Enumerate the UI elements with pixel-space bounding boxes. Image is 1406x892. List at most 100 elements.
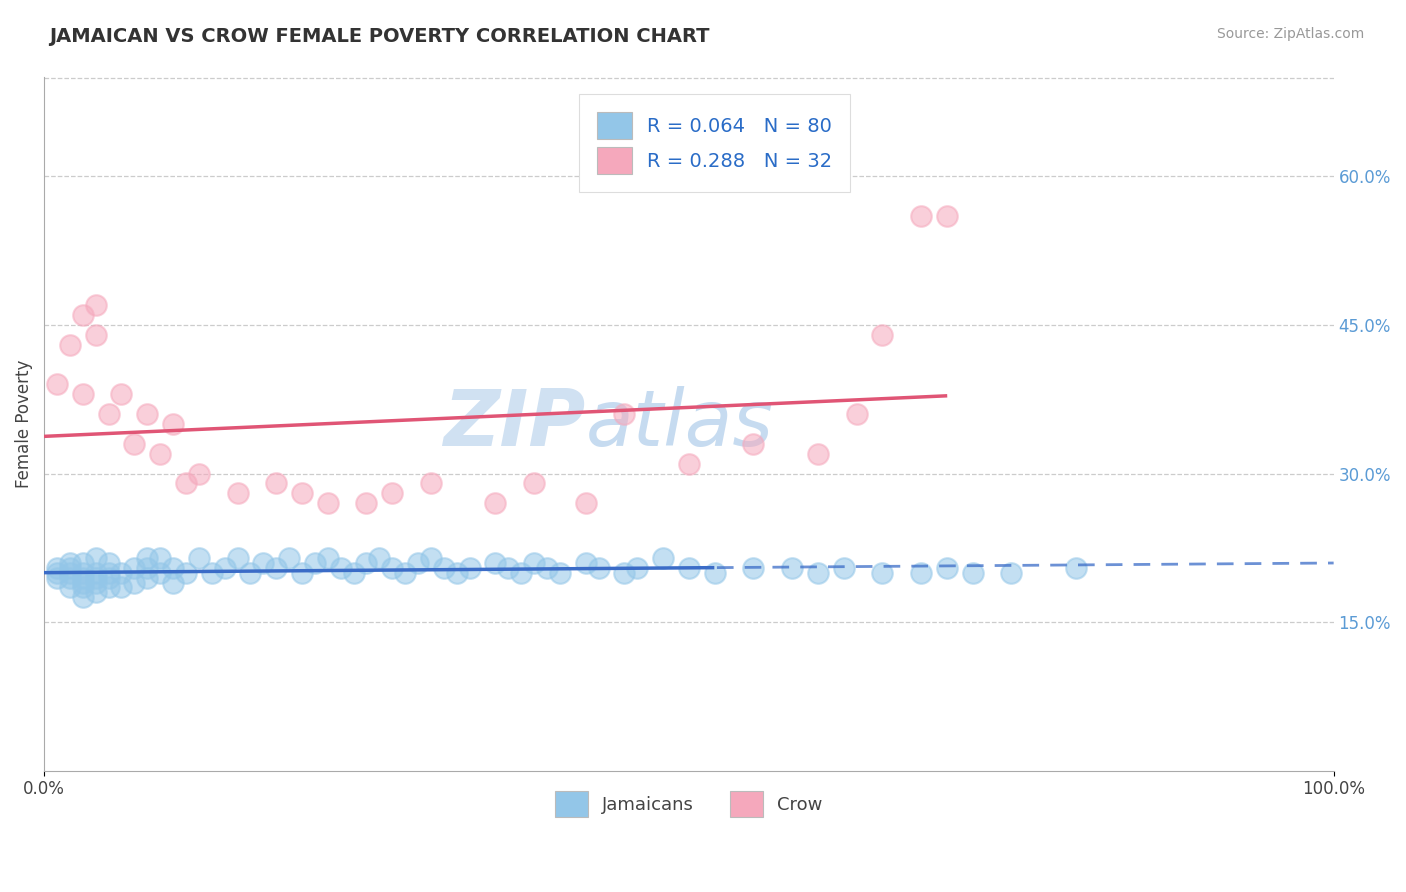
Point [201, 566, 224, 580]
Point [381, 560, 404, 574]
Point [264, 476, 287, 491]
Point [46, 560, 69, 574]
Point [291, 486, 314, 500]
Y-axis label: Female Poverty: Female Poverty [15, 359, 32, 488]
Point [59, 338, 82, 352]
Point [136, 571, 159, 585]
Point [381, 486, 404, 500]
Text: atlas: atlas [586, 386, 773, 462]
Point [252, 556, 274, 570]
Point [214, 560, 236, 574]
Point [59, 566, 82, 580]
Point [626, 560, 648, 574]
Point [110, 566, 132, 580]
Point [832, 560, 855, 574]
Point [406, 556, 429, 570]
Point [124, 560, 146, 574]
Point [1000, 566, 1022, 580]
Point [136, 560, 159, 574]
Point [575, 556, 598, 570]
Point [162, 560, 184, 574]
Point [575, 496, 598, 510]
Point [548, 566, 571, 580]
Point [523, 476, 546, 491]
Point [935, 209, 957, 223]
Point [523, 556, 546, 570]
Point [498, 560, 520, 574]
Point [72, 308, 94, 322]
Point [910, 566, 932, 580]
Point [149, 447, 172, 461]
Point [97, 556, 120, 570]
Point [484, 556, 506, 570]
Point [356, 556, 378, 570]
Point [187, 467, 209, 481]
Point [84, 298, 107, 312]
Point [329, 560, 352, 574]
Point [124, 575, 146, 590]
Point [356, 496, 378, 510]
Point [484, 496, 506, 510]
Point [588, 560, 610, 574]
Point [84, 571, 107, 585]
Point [46, 377, 69, 392]
Point [84, 575, 107, 590]
Point [458, 560, 481, 574]
Point [742, 437, 765, 451]
Point [446, 566, 468, 580]
Point [433, 560, 456, 574]
Point [97, 581, 120, 595]
Point [342, 566, 364, 580]
Point [239, 566, 262, 580]
Point [72, 571, 94, 585]
Point [110, 387, 132, 401]
Point [136, 550, 159, 565]
Point [84, 550, 107, 565]
Point [46, 566, 69, 580]
Legend: Jamaicans, Crow: Jamaicans, Crow [548, 784, 830, 824]
Point [613, 407, 636, 421]
Point [59, 560, 82, 574]
Point [316, 550, 339, 565]
Point [174, 476, 197, 491]
Point [84, 327, 107, 342]
Point [1064, 560, 1087, 574]
Point [742, 560, 765, 574]
Point [72, 387, 94, 401]
Point [59, 556, 82, 570]
Point [962, 566, 984, 580]
Point [162, 575, 184, 590]
Point [149, 566, 172, 580]
Point [72, 566, 94, 580]
Point [226, 486, 249, 500]
Point [72, 591, 94, 605]
Point [84, 585, 107, 599]
Point [910, 209, 932, 223]
Point [807, 566, 830, 580]
Point [226, 550, 249, 565]
Point [420, 476, 443, 491]
Text: JAMAICAN VS CROW FEMALE POVERTY CORRELATION CHART: JAMAICAN VS CROW FEMALE POVERTY CORRELAT… [49, 27, 710, 45]
Text: ZIP: ZIP [443, 386, 586, 462]
Point [97, 566, 120, 580]
Point [652, 550, 675, 565]
Point [613, 566, 636, 580]
Point [304, 556, 326, 570]
Text: Source: ZipAtlas.com: Source: ZipAtlas.com [1216, 27, 1364, 41]
Point [291, 566, 314, 580]
Point [84, 566, 107, 580]
Point [97, 407, 120, 421]
Point [394, 566, 416, 580]
Point [780, 560, 803, 574]
Point [72, 575, 94, 590]
Point [510, 566, 533, 580]
Point [136, 407, 159, 421]
Point [703, 566, 725, 580]
Point [807, 447, 830, 461]
Point [110, 581, 132, 595]
Point [264, 560, 287, 574]
Point [187, 550, 209, 565]
Point [678, 457, 700, 471]
Point [678, 560, 700, 574]
Point [72, 581, 94, 595]
